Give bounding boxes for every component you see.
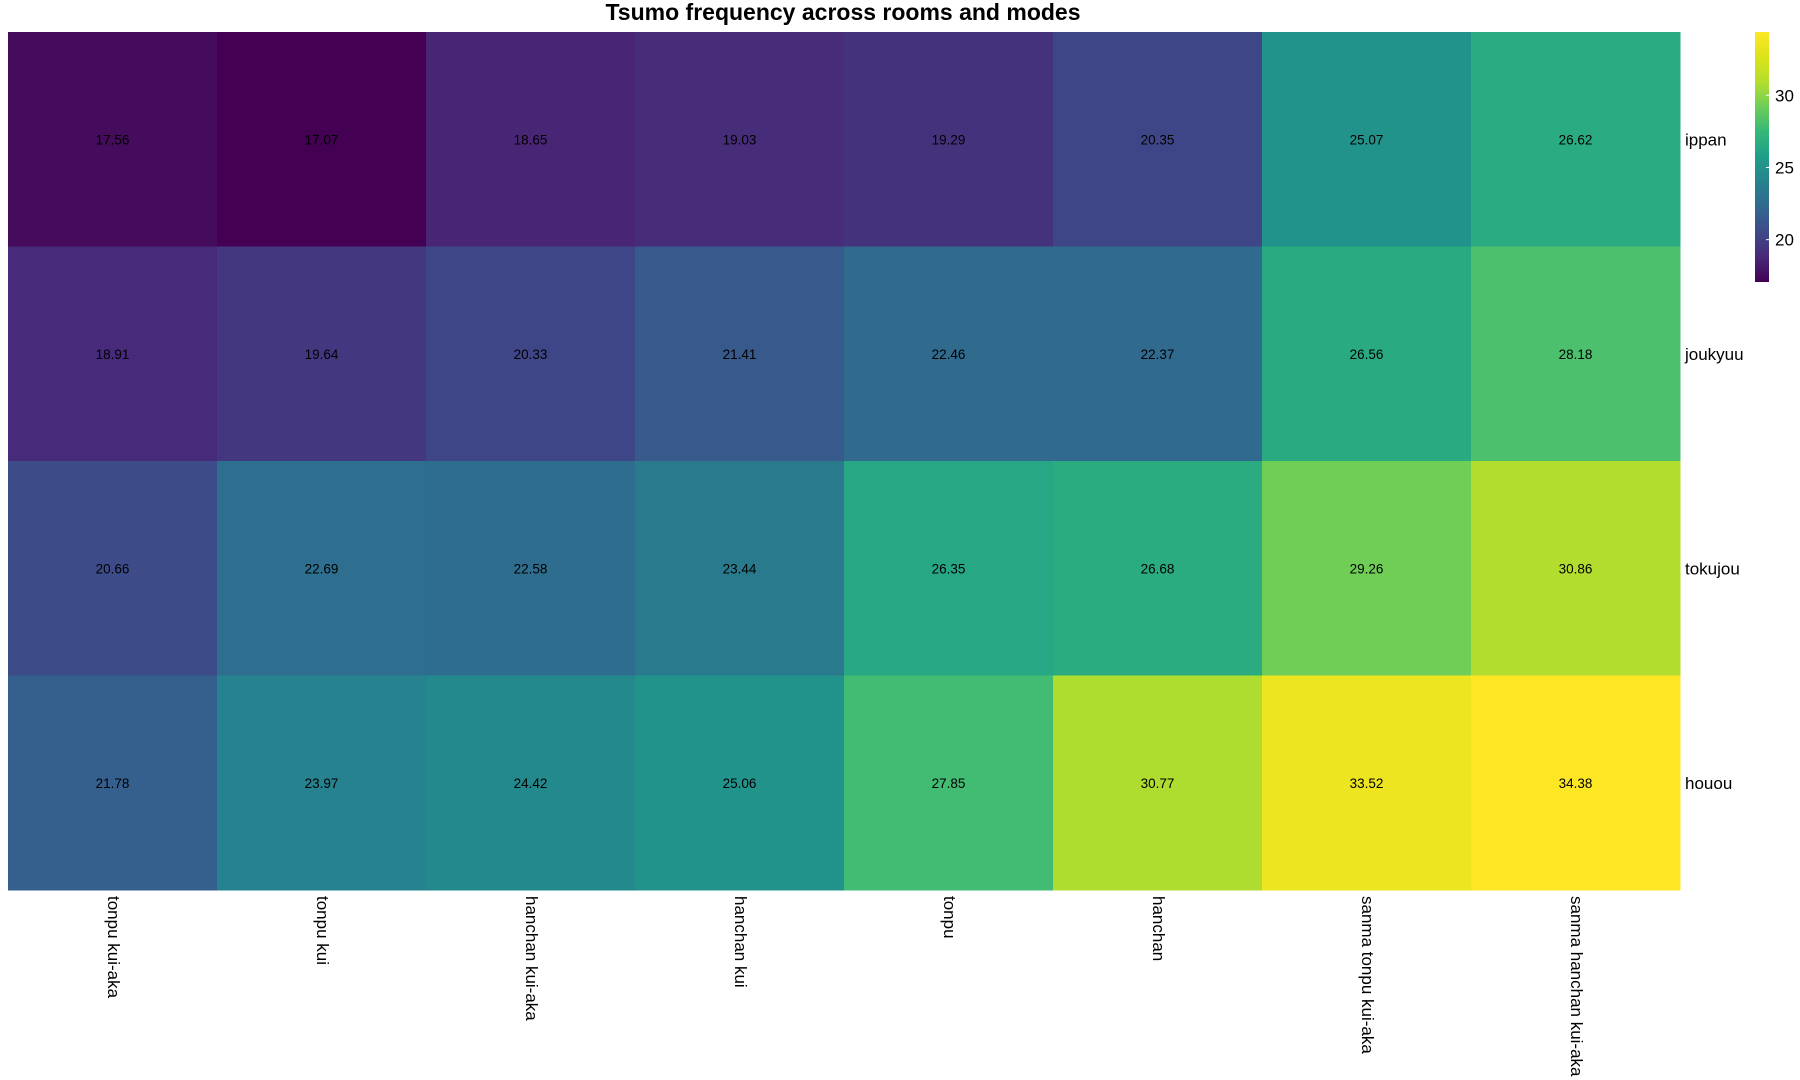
cell-value-label: 20.66 [96,561,130,576]
row-label: ippan [1685,130,1727,149]
column-label: sanma tonpu kui-aka [1358,896,1377,1054]
cell-value-label: 26.68 [1141,561,1175,576]
row-label: houou [1685,774,1732,793]
cell-value-label: 24.42 [514,776,548,791]
cell-value-label: 17.07 [305,132,339,147]
column-label: tonpu [940,896,959,939]
cell-value-label: 30.86 [1559,561,1593,576]
cell-value-label: 20.35 [1141,132,1175,147]
cell-value-label: 26.35 [932,561,966,576]
cell-value-label: 22.58 [514,561,548,576]
row-label: tokujou [1685,559,1740,578]
cell-value-label: 34.38 [1559,776,1593,791]
cell-value-label: 33.52 [1350,776,1384,791]
legend-tick-label: 25 [1775,158,1794,177]
column-label: hanchan kui-aka [522,896,541,1021]
cell-value-label: 27.85 [932,776,966,791]
legend-tick-label: 30 [1775,86,1794,105]
cell-value-label: 21.78 [96,776,130,791]
legend-ticks: 20 25 30 [1766,86,1794,249]
cell-value-label: 22.37 [1141,347,1175,362]
cell-value-label: 18.65 [514,132,548,147]
cell-value-label: 23.97 [305,776,339,791]
column-labels: tonpu kui-aka tonpu kui hanchan kui-aka han… [104,896,1586,1077]
cell-value-label: 19.03 [723,132,757,147]
legend-colorbar [1755,32,1769,282]
cell-value-label: 17.56 [96,132,130,147]
cell-value-label: 22.46 [932,347,966,362]
cell-value-label: 18.91 [96,347,130,362]
cell-value-label: 25.07 [1350,132,1384,147]
cell-value-label: 19.64 [305,347,339,362]
heatmap-cells: 17.56 17.07 18.65 19.03 19.29 20.35 25.07 26.62… [8,32,1681,891]
cell-value-label: 26.62 [1559,132,1593,147]
cell-value-label: 19.29 [932,132,966,147]
cell-value-label: 25.06 [723,776,757,791]
cell-value-label: 30.77 [1141,776,1175,791]
cell-value-label: 21.41 [723,347,757,362]
column-label: hanchan [1149,896,1168,961]
cell-value-label: 22.69 [305,561,339,576]
column-label: tonpu kui-aka [104,896,123,999]
row-label: joukyuu [1684,345,1744,364]
cell-value-label: 28.18 [1559,347,1593,362]
column-label: hanchan kui [731,896,750,988]
column-label: sanma hanchan kui-aka [1567,896,1586,1077]
cell-value-label: 20.33 [514,347,548,362]
chart-title: Tsumo frequency across rooms and modes [605,0,1080,25]
cell-value-label: 26.56 [1350,347,1384,362]
cell-value-label: 29.26 [1350,561,1384,576]
row-labels: ippan joukyuu tokujou houou [1684,130,1744,793]
cell-value-label: 23.44 [723,561,757,576]
color-legend: 20 25 30 [1755,32,1794,282]
column-label: tonpu kui [313,896,332,965]
legend-tick-label: 20 [1775,231,1794,250]
